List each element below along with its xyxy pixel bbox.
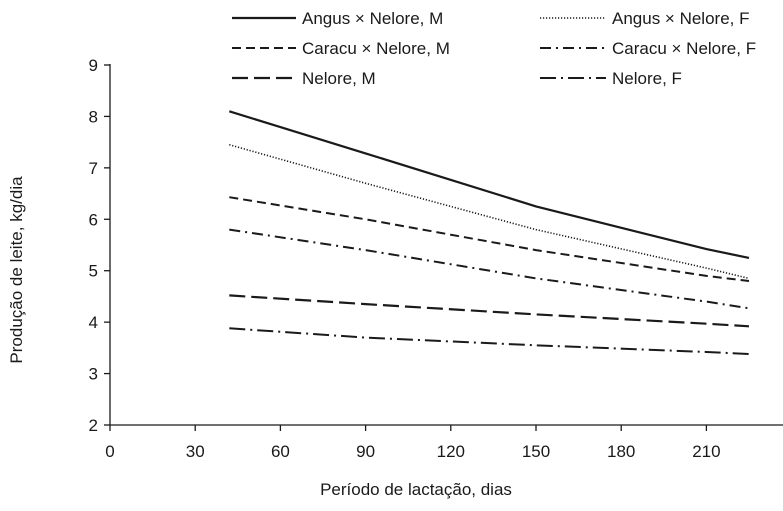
y-ticks: 2 3 4 5 6 7 8 9 — [89, 56, 110, 435]
y-tick-label: 3 — [89, 365, 98, 384]
x-tick-label: 0 — [105, 442, 114, 461]
y-tick-label: 9 — [89, 56, 98, 75]
legend-label-nelore-m: Nelore, M — [302, 69, 376, 88]
series-line-nelore-f — [229, 327, 750, 355]
x-tick-label: 60 — [271, 442, 290, 461]
series-line-angus-x-nelore-f — [229, 143, 750, 280]
series-lines — [228, 110, 750, 355]
legend-label-angus-x-nelore-f: Angus × Nelore, F — [612, 9, 750, 28]
y-tick-label: 2 — [89, 416, 98, 435]
series-line-caracu-x-nelore-m — [229, 196, 750, 282]
y-tick-label: 7 — [89, 159, 98, 178]
y-tick-label: 5 — [89, 262, 98, 281]
y-axis-title: Produção de leite, kg/dia — [7, 176, 26, 364]
legend-label-angus-x-nelore-m: Angus × Nelore, M — [302, 9, 443, 28]
plot-area — [228, 110, 750, 355]
axes: 2 3 4 5 6 7 8 9 0 30 60 90 120 150 180 210 — [89, 56, 783, 461]
x-tick-label: 90 — [356, 442, 375, 461]
legend: Angus × Nelore, M Angus × Nelore, F Caracu… — [232, 9, 756, 88]
series-line-angus-x-nelore-m — [228, 110, 750, 259]
x-tick-label: 210 — [692, 442, 720, 461]
x-tick-label: 150 — [522, 442, 550, 461]
y-tick-label: 8 — [89, 107, 98, 126]
x-tick-label: 120 — [437, 442, 465, 461]
y-tick-label: 6 — [89, 210, 98, 229]
legend-label-caracu-x-nelore-f: Caracu × Nelore, F — [612, 39, 756, 58]
x-tick-label: 30 — [186, 442, 205, 461]
legend-label-caracu-x-nelore-m: Caracu × Nelore, M — [302, 39, 450, 58]
y-tick-label: 4 — [89, 313, 98, 332]
x-axis-title: Período de lactação, dias — [320, 480, 512, 499]
x-tick-label: 180 — [607, 442, 635, 461]
x-ticks: 0 30 60 90 120 150 180 210 — [105, 425, 721, 461]
legend-label-nelore-f: Nelore, F — [612, 69, 682, 88]
series-line-nelore-m — [229, 294, 750, 328]
series-line-caracu-x-nelore-f — [229, 228, 750, 310]
